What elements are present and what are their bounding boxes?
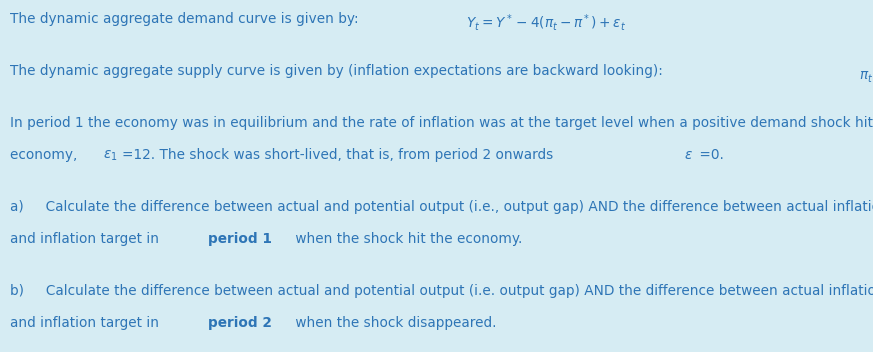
Text: $\varepsilon_1$: $\varepsilon_1$: [103, 148, 118, 163]
Text: $\pi_t = \pi_{t-1} + 0.5(Y_t - Y^*)$: $\pi_t = \pi_{t-1} + 0.5(Y_t - Y^*)$: [858, 64, 873, 85]
Text: =0.: =0.: [696, 148, 725, 162]
Text: $Y_t = Y^* - 4(\pi_t - \pi^*) + \varepsilon_t$: $Y_t = Y^* - 4(\pi_t - \pi^*) + \varepsi…: [466, 12, 626, 33]
Text: period 1: period 1: [209, 232, 272, 246]
Text: economy,: economy,: [10, 148, 82, 162]
Text: The dynamic aggregate demand curve is given by:: The dynamic aggregate demand curve is gi…: [10, 12, 363, 26]
Text: b)     Calculate the difference between actual and potential output (i.e. output: b) Calculate the difference between actu…: [10, 284, 873, 298]
Text: a)     Calculate the difference between actual and potential output (i.e., outpu: a) Calculate the difference between actu…: [10, 200, 873, 214]
Text: In period 1 the economy was in equilibrium and the rate of inflation was at the : In period 1 the economy was in equilibri…: [10, 116, 873, 130]
Text: period 2: period 2: [209, 316, 272, 331]
Text: when the shock hit the economy.: when the shock hit the economy.: [291, 232, 522, 246]
Text: and inflation target in: and inflation target in: [10, 316, 164, 331]
Text: =12. The shock was short-lived, that is, from period 2 onwards: =12. The shock was short-lived, that is,…: [122, 148, 558, 162]
Text: and inflation target in: and inflation target in: [10, 232, 164, 246]
Text: The dynamic aggregate supply curve is given by (inflation expectations are backw: The dynamic aggregate supply curve is gi…: [10, 64, 668, 78]
Text: $\varepsilon$: $\varepsilon$: [684, 148, 693, 162]
Text: when the shock disappeared.: when the shock disappeared.: [291, 316, 496, 331]
